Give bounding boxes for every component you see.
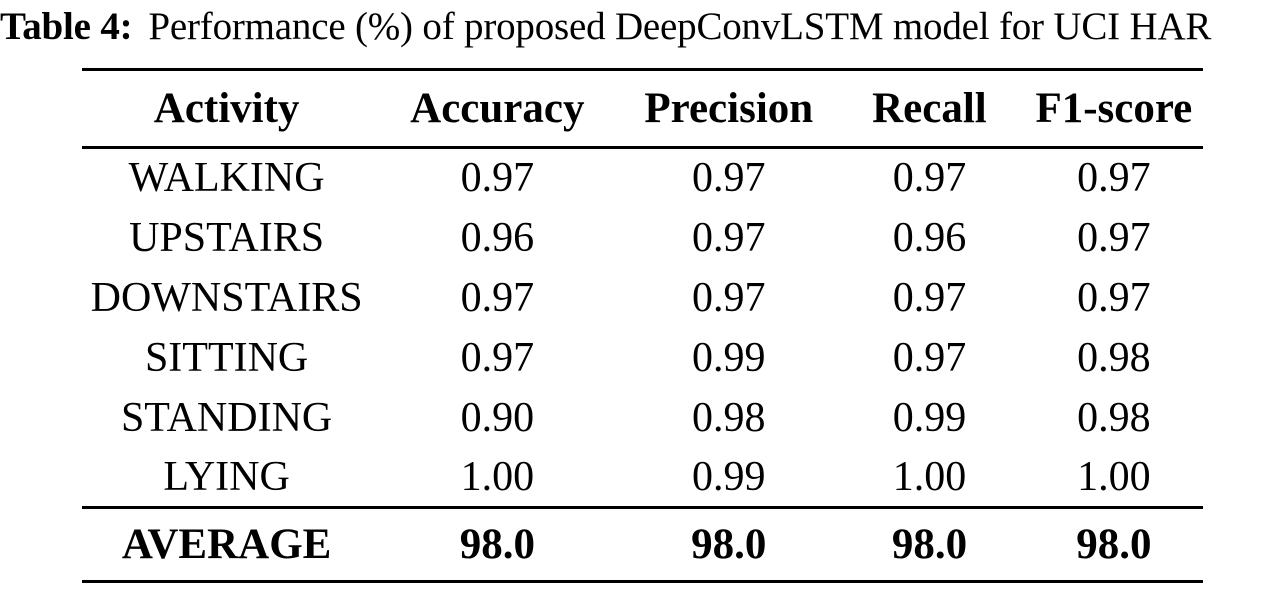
recall-cell: 0.97 bbox=[892, 274, 967, 321]
table-footer: AVERAGE 98.0 98.0 98.0 98.0 bbox=[82, 507, 1203, 582]
precision-cell: 0.97 bbox=[692, 214, 766, 261]
f1-cell: 0.97 bbox=[1077, 274, 1151, 321]
activity-cell: WALKING bbox=[128, 155, 325, 202]
precision-cell: 0.97 bbox=[692, 274, 766, 321]
activity-cell: SITTING bbox=[144, 334, 309, 381]
recall-cell: 0.97 bbox=[892, 155, 967, 202]
accuracy-cell: 0.97 bbox=[460, 155, 535, 202]
header-precision: Precision bbox=[644, 85, 814, 132]
table-row: LYING 1.00 0.99 1.00 1.00 bbox=[82, 448, 1203, 508]
activity-cell: UPSTAIRS bbox=[129, 214, 325, 261]
table-row: SITTING 0.97 0.99 0.97 0.98 bbox=[82, 328, 1203, 388]
average-accuracy: 98.0 bbox=[459, 521, 535, 568]
average-label: AVERAGE bbox=[121, 521, 332, 568]
activity-cell: LYING bbox=[163, 453, 290, 500]
activity-cell: DOWNSTAIRS bbox=[90, 274, 363, 321]
recall-cell: 0.99 bbox=[892, 394, 967, 441]
f1-cell: 0.97 bbox=[1077, 155, 1151, 202]
performance-table: Activity Accuracy Precision Recall F1-sc… bbox=[82, 68, 1203, 583]
accuracy-cell: 0.97 bbox=[460, 274, 535, 321]
accuracy-cell: 0.90 bbox=[460, 394, 535, 441]
average-precision: 98.0 bbox=[691, 521, 767, 568]
precision-cell: 0.97 bbox=[692, 155, 766, 202]
table-body: WALKING 0.97 0.97 0.97 0.97 UPSTAIRS 0.96 0.97 0… bbox=[82, 148, 1203, 508]
accuracy-cell: 0.96 bbox=[460, 214, 535, 261]
recall-cell: 0.96 bbox=[892, 214, 967, 261]
header-f1-score: F1-score bbox=[1035, 85, 1193, 132]
precision-cell: 0.98 bbox=[692, 394, 766, 441]
f1-cell: 0.97 bbox=[1077, 214, 1151, 261]
header-accuracy: Accuracy bbox=[410, 85, 585, 132]
header-activity: Activity bbox=[153, 85, 300, 132]
header-row: Activity Accuracy Precision Recall F1-sc… bbox=[82, 69, 1203, 148]
precision-cell: 0.99 bbox=[692, 453, 766, 500]
average-recall: 98.0 bbox=[891, 521, 968, 568]
table-caption-text: Performance (%) of proposed DeepConvLSTM… bbox=[148, 5, 1212, 48]
table-caption: Table 4: Performance (%) of proposed Deep… bbox=[0, 4, 1287, 49]
table-row: WALKING 0.97 0.97 0.97 0.97 bbox=[82, 148, 1203, 208]
table-row: STANDING 0.90 0.98 0.99 0.98 bbox=[82, 388, 1203, 448]
accuracy-cell: 1.00 bbox=[460, 453, 535, 500]
header-recall: Recall bbox=[872, 85, 987, 132]
average-f1-score: 98.0 bbox=[1076, 521, 1152, 568]
f1-cell: 1.00 bbox=[1077, 453, 1151, 500]
recall-cell: 0.97 bbox=[892, 334, 967, 381]
table-row: DOWNSTAIRS 0.97 0.97 0.97 0.97 bbox=[82, 268, 1203, 328]
table-header: Activity Accuracy Precision Recall F1-sc… bbox=[82, 69, 1203, 148]
accuracy-cell: 0.97 bbox=[460, 334, 535, 381]
f1-cell: 0.98 bbox=[1077, 334, 1151, 381]
f1-cell: 0.98 bbox=[1077, 394, 1151, 441]
precision-cell: 0.99 bbox=[692, 334, 766, 381]
table-row: UPSTAIRS 0.96 0.97 0.96 0.97 bbox=[82, 208, 1203, 268]
activity-cell: STANDING bbox=[120, 394, 333, 441]
average-row: AVERAGE 98.0 98.0 98.0 98.0 bbox=[82, 507, 1203, 582]
table-caption-label: Table 4: bbox=[0, 5, 133, 48]
recall-cell: 1.00 bbox=[892, 453, 967, 500]
